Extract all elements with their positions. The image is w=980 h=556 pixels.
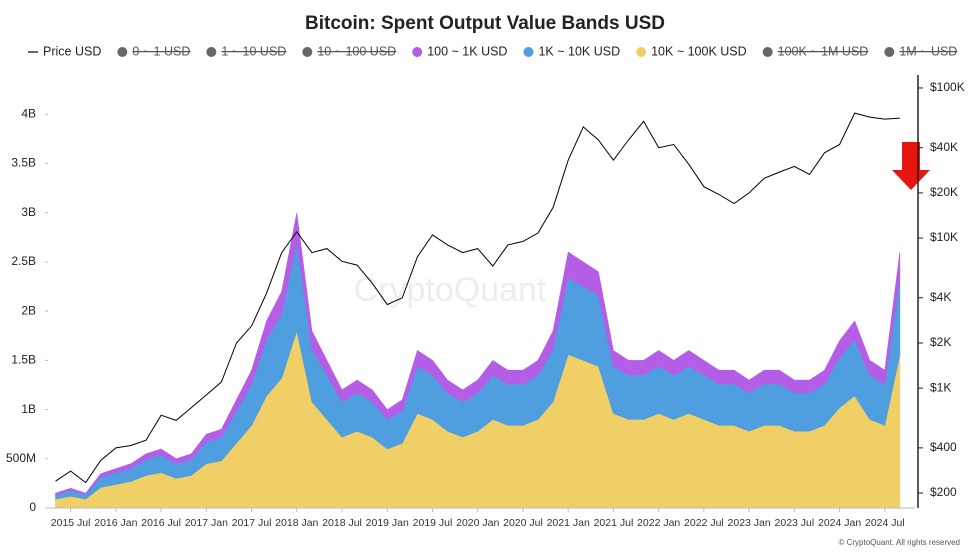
y-tick-label: 1.5B bbox=[11, 353, 36, 367]
legend-label: 10K ~ 100K USD bbox=[651, 44, 747, 58]
legend-label: 1M ~ USD bbox=[899, 44, 957, 58]
x-tick-label: 2017 Jan bbox=[185, 517, 228, 529]
legend-item[interactable]: 1 ~ 10 USD bbox=[206, 44, 286, 58]
x-tick-label: 2019 Jan bbox=[366, 517, 409, 529]
y2-tick-label: $40K bbox=[930, 140, 958, 154]
legend-label: 1 ~ 10 USD bbox=[221, 44, 286, 58]
y2-tick-label: $20K bbox=[930, 185, 958, 199]
legend-item[interactable]: Price USD bbox=[28, 44, 101, 58]
legend-label: 10 ~ 100 USD bbox=[317, 44, 396, 58]
y2-tick-label: $400 bbox=[930, 440, 957, 454]
line bbox=[55, 112, 900, 484]
legend-label: 0 ~ 1 USD bbox=[132, 44, 190, 58]
legend-swatch bbox=[206, 47, 217, 57]
legend-swatch bbox=[636, 47, 647, 57]
y-tick-label: 2.5B bbox=[11, 254, 36, 268]
legend-swatch bbox=[117, 47, 128, 57]
y-tick-label: 500M bbox=[6, 451, 36, 465]
x-tick-label: 2023 Jul bbox=[775, 517, 815, 529]
x-tick-label: 2017 Jul bbox=[232, 517, 272, 529]
legend-item[interactable]: 10K ~ 100K USD bbox=[636, 44, 747, 58]
arrow-head bbox=[892, 170, 930, 190]
y2-tick-label: $4K bbox=[930, 290, 951, 304]
x-tick-label: 2021 Jan bbox=[547, 517, 590, 529]
legend-label: 100K ~ 1M USD bbox=[778, 44, 869, 58]
x-tick-label: 2018 Jan bbox=[275, 517, 318, 529]
y2-tick-label: $100K bbox=[930, 80, 965, 94]
arrow-shaft bbox=[902, 142, 920, 172]
footer: © CryptoQuant. All rights reserved bbox=[839, 538, 961, 547]
legend-label: Price USD bbox=[43, 44, 101, 58]
legend-swatch bbox=[523, 47, 534, 57]
legend-item[interactable]: 100 ~ 1K USD bbox=[412, 44, 507, 58]
y-tick-label: 0 bbox=[29, 500, 36, 514]
area bbox=[55, 212, 901, 496]
chart-title: Bitcoin: Spent Output Value Bands USD bbox=[305, 13, 665, 34]
x-tick-label: 2024 Jul bbox=[865, 517, 905, 529]
legend-item[interactable]: 0 ~ 1 USD bbox=[117, 44, 190, 58]
x-tick-label: 2018 Jul bbox=[322, 517, 362, 529]
legend-label: 100 ~ 1K USD bbox=[427, 44, 507, 58]
x-tick-label: 2016 Jan bbox=[94, 517, 137, 529]
legend-item[interactable]: 10 ~ 100 USD bbox=[302, 44, 396, 58]
legend-item[interactable]: 100K ~ 1M USD bbox=[762, 44, 869, 58]
legend-label: 1K ~ 10K USD bbox=[538, 44, 620, 58]
legend-item[interactable]: 1M ~ USD bbox=[884, 44, 957, 58]
y2-tick-label: $200 bbox=[930, 485, 957, 499]
annotation-arrow bbox=[892, 142, 930, 190]
x-tick-label: 2016 Jul bbox=[141, 517, 181, 529]
legend-swatch bbox=[884, 47, 895, 57]
legend-swatch bbox=[412, 47, 423, 57]
x-tick-label: 2020 Jul bbox=[503, 517, 543, 529]
y2-tick-label: $1K bbox=[930, 380, 951, 394]
legend-swatch bbox=[762, 47, 773, 57]
y2-tick-label: $10K bbox=[930, 230, 958, 244]
legend-swatch bbox=[302, 47, 313, 57]
x-tick-label: 2021 Jul bbox=[594, 517, 634, 529]
x-tick-label: 2024 Jan bbox=[818, 517, 861, 529]
x-tick-label: 2023 Jan bbox=[728, 517, 771, 529]
y-tick-label: 1B bbox=[21, 402, 36, 416]
y-tick-label: 4B bbox=[21, 107, 36, 121]
x-tick-label: 2020 Jan bbox=[456, 517, 499, 529]
x-tick-label: 2022 Jan bbox=[637, 517, 680, 529]
watermark: CryptoQuant bbox=[354, 271, 547, 309]
x-tick-label: 2022 Jul bbox=[684, 517, 724, 529]
y-tick-label: 3B bbox=[21, 205, 36, 219]
x-tick-label: 2015 Jul bbox=[51, 517, 91, 529]
y2-tick-label: $2K bbox=[930, 335, 951, 349]
plot-area bbox=[55, 112, 901, 509]
x-tick-label: 2019 Jul bbox=[413, 517, 453, 529]
y-tick-label: 2B bbox=[21, 303, 36, 317]
legend-item[interactable]: 1K ~ 10K USD bbox=[523, 44, 620, 58]
y-tick-label: 3.5B bbox=[11, 156, 36, 170]
